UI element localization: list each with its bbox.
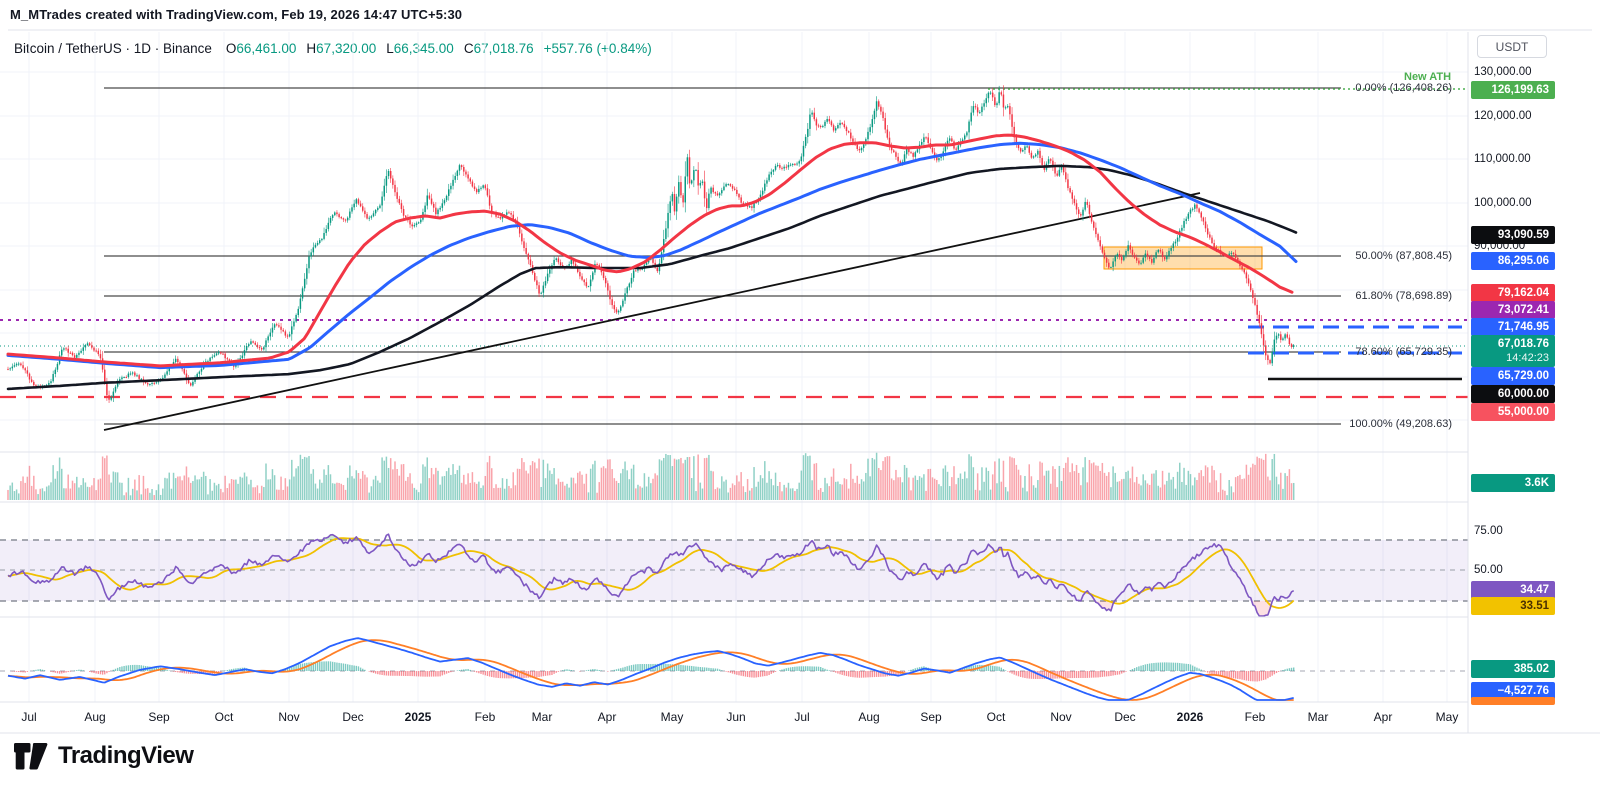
fib-level-label: 100.00% (49,208.63) — [1349, 418, 1452, 430]
symbol-title[interactable]: Bitcoin / TetherUS · 1D · Binance — [14, 40, 212, 56]
time-axis-label[interactable]: Nov — [278, 710, 300, 724]
watermark: M_MTrades created with TradingView.com, … — [10, 7, 463, 22]
price-scale-label[interactable]: 120,000.00 — [1474, 110, 1532, 122]
indicator-value-badge: −4,527.76 — [1471, 682, 1555, 700]
volume-layer — [7, 452, 1295, 500]
ohlc-h-value: H67,320.00 — [306, 40, 377, 56]
time-axis-label[interactable]: Aug — [84, 710, 106, 724]
time-axis-label[interactable]: Jul — [794, 710, 810, 724]
time-axis-label[interactable]: Apr — [1373, 710, 1393, 724]
price-badge: 55,000.00 — [1471, 403, 1555, 421]
macd-line — [7, 637, 1294, 701]
time-axis-label[interactable]: Dec — [342, 710, 364, 724]
countdown-timer: 14:42:23 — [1506, 352, 1549, 364]
price-badge: 73,072.41 — [1471, 301, 1555, 319]
ohlc-o-value: O66,461.00 — [225, 40, 297, 56]
ma-20-line — [6, 133, 1294, 368]
grid — [0, 32, 1468, 702]
tradingview-logo-icon — [14, 742, 48, 770]
price-badge: 126,199.63 — [1471, 81, 1555, 99]
time-axis-label[interactable]: May — [1435, 710, 1459, 724]
time-axis-label[interactable]: Jul — [21, 710, 37, 724]
time-axis-label[interactable]: Dec — [1114, 710, 1136, 724]
price-badge: 86,295.06 — [1471, 252, 1555, 270]
time-axis-label[interactable]: Sep — [148, 710, 170, 724]
symbol-bar: Bitcoin / TetherUS · 1D · Binance O66,46… — [14, 37, 652, 59]
indicator-value-badge — [1471, 697, 1555, 705]
time-axis-label[interactable]: Jun — [726, 710, 746, 724]
price-badge: 67,018.76 14:42:23 — [1471, 335, 1555, 367]
price-badge: 93,090.59 — [1471, 226, 1555, 244]
fib-level-label: 0.00% (126,408.26) — [1355, 82, 1452, 94]
indicator-value-badge: 385.02 — [1471, 660, 1555, 678]
tradingview-logo[interactable]: TradingView — [14, 742, 194, 770]
time-axis-label[interactable]: Mar — [531, 710, 553, 724]
rsi-ma-line — [7, 537, 1295, 609]
price-scale-label[interactable]: 130,000.00 — [1474, 66, 1532, 78]
fib-level-label: 61.80% (78,698.89) — [1355, 290, 1452, 302]
fib-level-label: 50.00% (87,808.45) — [1355, 250, 1452, 262]
time-axis-label[interactable]: Oct — [986, 710, 1006, 724]
price-badge: 79,162.04 — [1471, 284, 1555, 302]
ascending-trendline[interactable] — [103, 192, 1201, 431]
ma-200-line — [6, 164, 1298, 391]
price-badge: 71,746.95 — [1471, 318, 1555, 336]
ohlc-c-value: C67,018.76 — [463, 40, 534, 56]
time-axis-label[interactable]: May — [660, 710, 684, 724]
rsi-line — [7, 533, 1295, 617]
time-axis-label[interactable]: 2025 — [404, 710, 432, 724]
time-axis-label[interactable]: Oct — [214, 710, 234, 724]
time-axis-label[interactable]: Nov — [1050, 710, 1072, 724]
price-badge: 60,000.00 — [1471, 385, 1555, 403]
tradingview-logo-text: TradingView — [58, 742, 194, 769]
fib-level-label: 78.60% (65,729.35) — [1355, 346, 1452, 358]
indicator-scale-label[interactable]: 75.00 — [1474, 525, 1503, 537]
time-axis-label[interactable]: 2026 — [1176, 710, 1204, 724]
price-scale-label[interactable]: 110,000.00 — [1474, 153, 1531, 165]
price-badge: 65,729.00 — [1471, 367, 1555, 385]
time-axis-label[interactable]: Mar — [1307, 710, 1329, 724]
indicator-value-badge: 34.47 — [1471, 581, 1555, 599]
new-ath-label: New ATH — [1404, 71, 1452, 83]
price-scale-label[interactable]: 100,000.00 — [1474, 197, 1532, 209]
time-axis-label[interactable]: Aug — [858, 710, 880, 724]
indicator-value-badge: 3.6K — [1471, 474, 1555, 492]
time-axis-label[interactable]: Feb — [474, 710, 496, 724]
candles-layer — [7, 85, 1295, 403]
change-value: +557.76 (+0.84%) — [543, 40, 652, 56]
time-axis-label[interactable]: Apr — [597, 710, 617, 724]
time-axis-label[interactable]: Feb — [1244, 710, 1266, 724]
currency-toggle-button[interactable]: USDT — [1477, 35, 1547, 58]
ohlc-values: O66,461.00 H67,320.00 L66,345.00 C67,018.76 — [226, 41, 534, 56]
time-axis-label[interactable]: Sep — [920, 710, 942, 724]
ohlc-l-value: L66,345.00 — [386, 40, 454, 56]
indicator-value-badge: 33.51 — [1471, 597, 1555, 615]
indicator-scale-label[interactable]: 50.00 — [1474, 564, 1503, 576]
